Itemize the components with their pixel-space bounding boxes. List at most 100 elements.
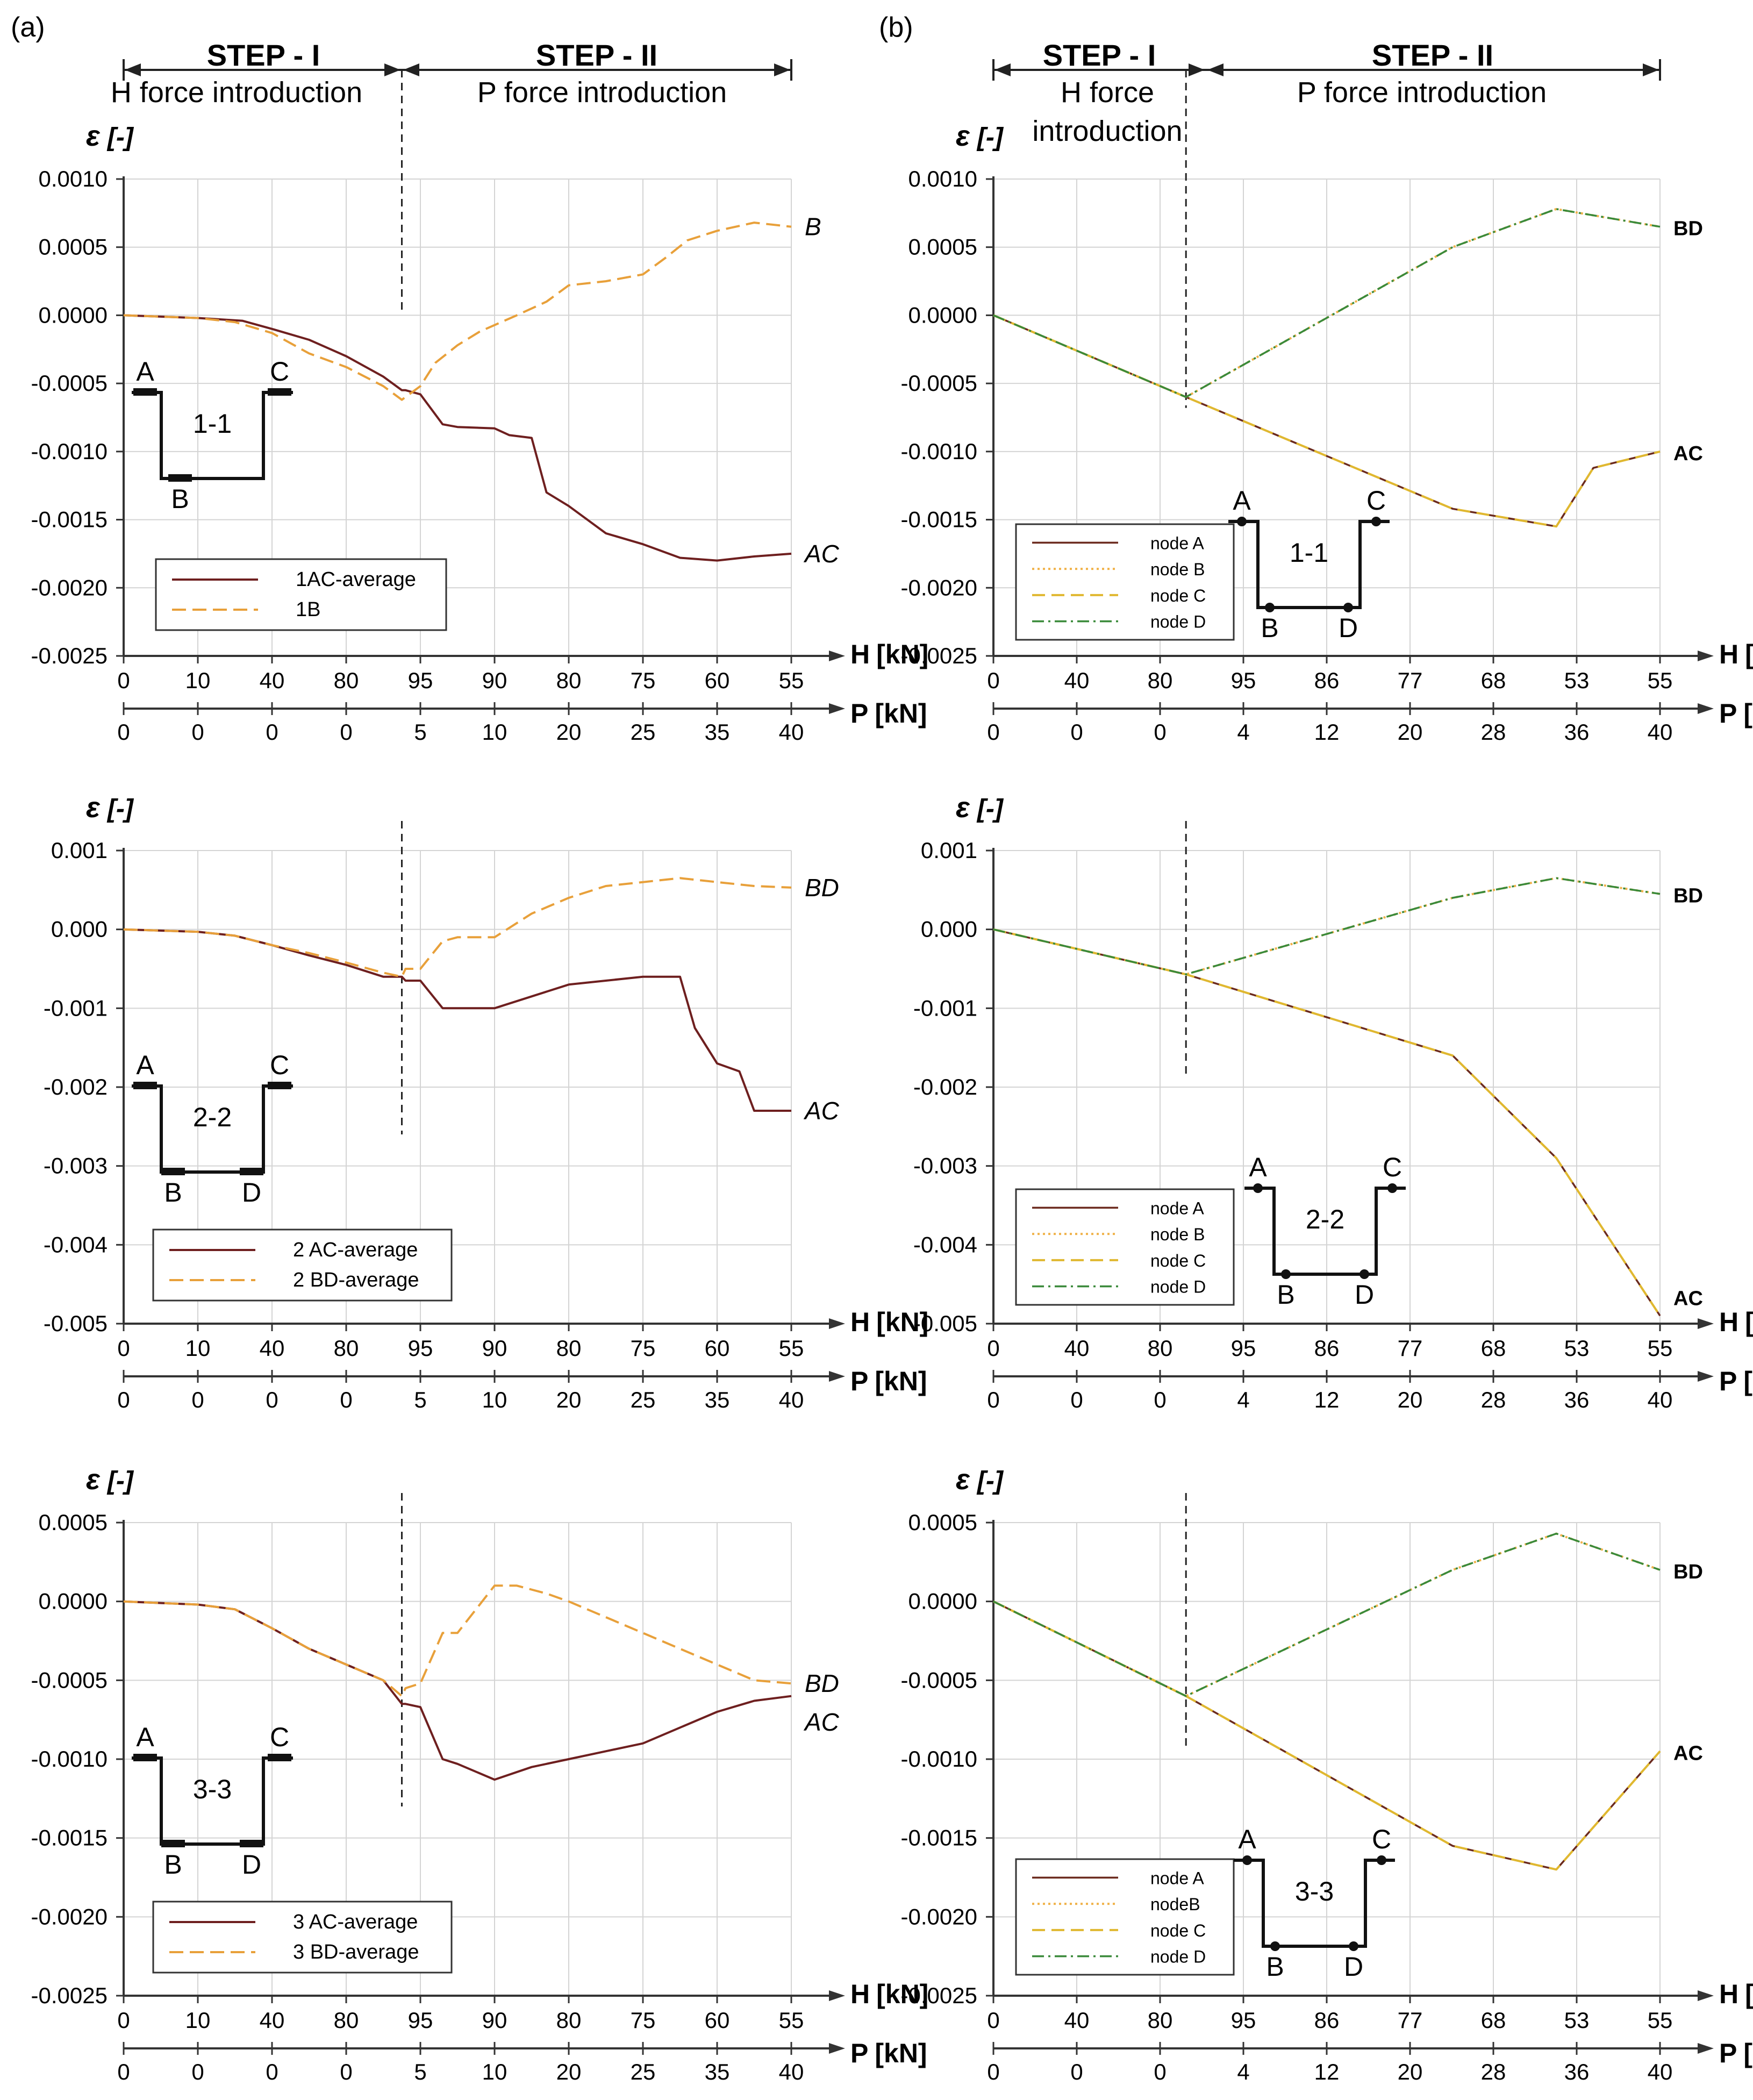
h-axis-label: H[kN]	[1719, 1979, 1753, 2009]
chart-a1: 0.0010 0.0005 0.0000 -0.0005 -0.0010 -0.0015 -…	[31, 70, 928, 745]
p-axis-arrow-icon	[1698, 703, 1714, 714]
section-letter-a: A	[1249, 1152, 1267, 1182]
p-tick-label: 35	[705, 2059, 730, 2084]
y-tick-label: 0.0005	[908, 234, 977, 260]
end-label-top: B	[805, 213, 821, 241]
h-axis-unit: [kN]	[1745, 1979, 1753, 2009]
h-tick-label: 10	[185, 1335, 211, 1361]
p-tick-label: 0	[1070, 2059, 1083, 2084]
y-tick-label: -0.005	[44, 1311, 108, 1336]
h-tick-label: 40	[260, 1335, 285, 1361]
epsilon-unit: [-]	[106, 123, 134, 152]
y-tick-label: -0.002	[913, 1074, 977, 1099]
section-letter-b: B	[1261, 613, 1278, 643]
h-tick-label: 55	[779, 2008, 804, 2033]
step-header-b: STEP - I STEP - II H force introduction …	[992, 38, 1661, 147]
epsilon-symbol: ε	[86, 791, 101, 824]
h-axis-unit: [kN]	[876, 1979, 928, 2009]
section-sketch: A C B D 3-3	[132, 1722, 293, 1880]
series-line-node-d	[993, 1532, 1661, 1697]
gauge-a-marker	[1253, 1183, 1263, 1193]
h-tick-label: 95	[1231, 1335, 1256, 1361]
section-letter-b: B	[1277, 1280, 1294, 1310]
series-line-2-bd-average	[123, 877, 792, 978]
series-line-3-ac-average	[123, 1600, 792, 1781]
y-tick-label: 0.0005	[39, 234, 108, 260]
y-tick-label: -0.0020	[901, 1904, 977, 1929]
legend-label: node A	[1150, 533, 1204, 553]
p-tick-label: 0	[117, 2059, 130, 2084]
y-tick-label: 0.001	[921, 838, 977, 863]
gauge-a-marker	[1242, 1855, 1252, 1865]
p-tick-label: 20	[556, 719, 582, 745]
section-name: 3-3	[1295, 1876, 1334, 1906]
epsilon-symbol: ε	[86, 120, 101, 152]
y-tick-label: -0.003	[44, 1153, 108, 1178]
h-tick-label: 68	[1481, 1335, 1506, 1361]
y-tick-label: -0.0015	[901, 507, 977, 532]
y-tick-label: -0.0010	[901, 439, 977, 464]
panel-label-a: (a)	[11, 12, 45, 43]
section-letter-d: D	[242, 1177, 261, 1208]
y-tick-label: 0.000	[921, 917, 977, 942]
p-tick-label: 20	[1398, 2059, 1423, 2084]
b-step1-sub-line2: introduction	[1032, 115, 1182, 147]
h-tick-label: 90	[482, 668, 507, 693]
step-header-a: STEP - I STEP - II H force introduction …	[111, 38, 792, 109]
p-tick-label: 0	[117, 1387, 130, 1412]
series-line-node-c	[993, 928, 1661, 1317]
section-outline	[1234, 1859, 1395, 1948]
p-tick-label: 4	[1237, 2059, 1249, 2084]
h-tick-label: 0	[117, 1335, 130, 1361]
h-tick-label: 0	[117, 668, 130, 693]
p-tick-label: 0	[266, 1387, 278, 1412]
section-letter-c: C	[270, 356, 289, 387]
end-label-top: BD	[805, 1669, 839, 1697]
section-sketch: A C B D 2-2	[1244, 1152, 1406, 1310]
gauge-a-marker	[133, 388, 157, 396]
y-tick-label: -0.0025	[31, 643, 108, 668]
h-axis-label: H[kN]	[850, 1307, 928, 1337]
legend-label: node B	[1150, 1225, 1205, 1244]
section-name: 2-2	[193, 1102, 232, 1132]
p-tick-label: 0	[987, 719, 999, 745]
h-tick-label: 80	[334, 2008, 359, 2033]
h-tick-label: 90	[482, 2008, 507, 2033]
p-tick-label: 12	[1314, 2059, 1340, 2084]
p-tick-label: 25	[631, 1387, 656, 1412]
y-tick-label: -0.0025	[901, 643, 977, 668]
series-line-node-d	[993, 877, 1661, 976]
y-tick-label: -0.003	[913, 1153, 977, 1178]
p-tick-label: 20	[1398, 719, 1423, 745]
gauge-c-marker	[1387, 1183, 1397, 1193]
section-letter-c: C	[1372, 1824, 1391, 1854]
h-tick-label: 55	[1648, 668, 1673, 693]
p-axis-arrow-icon	[829, 1371, 845, 1382]
h-axis-name: H	[1719, 639, 1738, 669]
h-tick-label: 77	[1398, 1335, 1423, 1361]
h-tick-label: 53	[1564, 668, 1590, 693]
p-tick-label: 0	[266, 2059, 278, 2084]
p-axis-unit: [kN]	[875, 1366, 927, 1396]
end-label-top: BD	[1673, 885, 1703, 908]
y-axis-label: ε [-]	[956, 791, 1004, 824]
section-sketch: A C B 1-1	[132, 356, 293, 514]
p-tick-label: 40	[1648, 719, 1673, 745]
h-axis-label: H[kN]	[1719, 639, 1753, 669]
section-letter-a: A	[136, 356, 154, 387]
section-letter-d: D	[1355, 1280, 1374, 1310]
p-tick-label: 0	[340, 2059, 352, 2084]
a-step2-sub: P force introduction	[477, 76, 727, 109]
y-tick-label: -0.0020	[901, 575, 977, 600]
y-axis-label: ε [-]	[956, 1463, 1004, 1496]
h-tick-label: 95	[1231, 2008, 1256, 2033]
epsilon-unit: [-]	[976, 1467, 1004, 1495]
gauge-b-marker	[161, 1168, 185, 1175]
section-outline	[1244, 1187, 1406, 1276]
y-tick-label: -0.004	[44, 1232, 108, 1257]
gauge-b-marker	[168, 474, 192, 482]
a-step1-sub: H force introduction	[111, 76, 362, 109]
section-letter-b: B	[164, 1849, 182, 1880]
p-axis-arrow-icon	[829, 703, 845, 714]
